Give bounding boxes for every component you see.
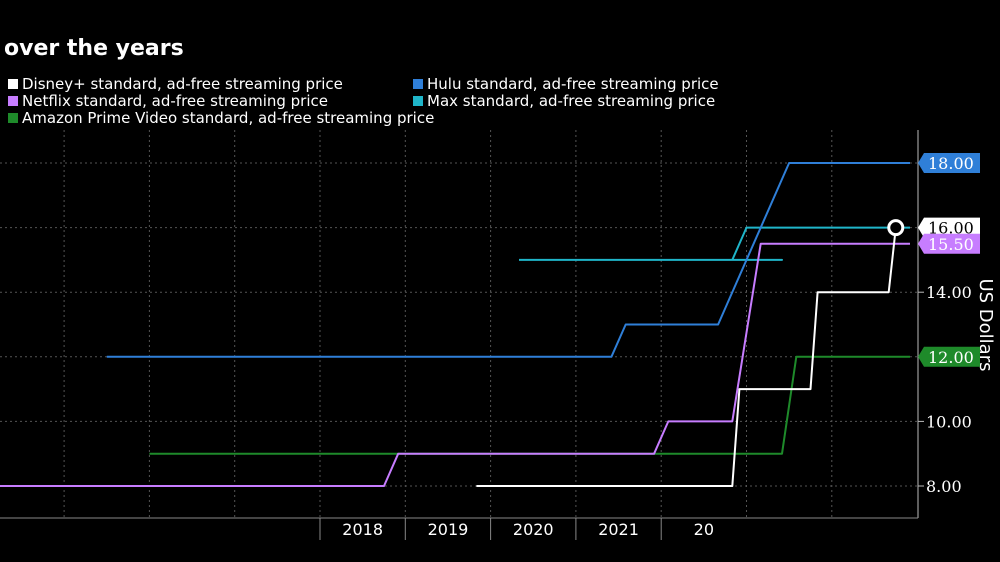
end-label-bg-2 — [918, 233, 980, 254]
end-label-0: 16.00 — [928, 219, 974, 238]
x-tick-label: 2019 — [428, 520, 469, 539]
series-line-0 — [476, 227, 897, 487]
end-label-2: 15.50 — [928, 235, 974, 254]
x-tick-label: 2021 — [598, 520, 639, 539]
chart-title: over the years — [4, 36, 184, 61]
legend-swatch-max — [413, 96, 423, 106]
legend-item-disney: Disney+ standard, ad-free streaming pric… — [8, 75, 343, 93]
legend-label-amazon: Amazon Prime Video standard, ad-free str… — [22, 109, 435, 127]
legend-swatch-amazon — [8, 113, 18, 123]
legend-label-hulu: Hulu standard, ad-free streaming price — [427, 75, 719, 93]
legend-label-netflix: Netflix standard, ad-free streaming pric… — [22, 92, 328, 110]
x-tick-label: 2020 — [513, 520, 554, 539]
end-label-1: 18.00 — [928, 154, 974, 173]
series-line-1 — [106, 162, 910, 358]
legend-item-hulu: Hulu standard, ad-free streaming price — [413, 75, 719, 93]
end-label-bg-1 — [918, 153, 980, 173]
end-label-bg-4 — [918, 346, 980, 367]
series-line-4 — [149, 355, 910, 455]
legend-item-amazon: Amazon Prime Video standard, ad-free str… — [8, 109, 434, 127]
series-line-3 — [519, 226, 910, 261]
y-axis-title: US Dollars — [975, 278, 996, 371]
x-tick-label: 20 — [694, 520, 714, 539]
x-tick-label: 2018 — [342, 520, 383, 539]
y-tick-label: 10.00 — [926, 412, 972, 431]
legend-swatch-disney — [8, 79, 18, 89]
legend-label-disney: Disney+ standard, ad-free streaming pric… — [22, 75, 343, 93]
legend-label-max: Max standard, ad-free streaming price — [427, 92, 716, 110]
legend-swatch-netflix — [8, 96, 18, 106]
legend-item-max: Max standard, ad-free streaming price — [413, 92, 715, 110]
series-line-2 — [0, 242, 910, 487]
end-label-bg-0 — [918, 217, 980, 238]
series-end-marker — [887, 219, 905, 237]
legend-swatch-hulu — [413, 79, 423, 89]
y-tick-label: 8.00 — [926, 477, 962, 496]
y-tick-label: 14.00 — [926, 283, 972, 302]
end-label-4: 12.00 — [928, 348, 974, 367]
legend-item-netflix: Netflix standard, ad-free streaming pric… — [8, 92, 328, 110]
